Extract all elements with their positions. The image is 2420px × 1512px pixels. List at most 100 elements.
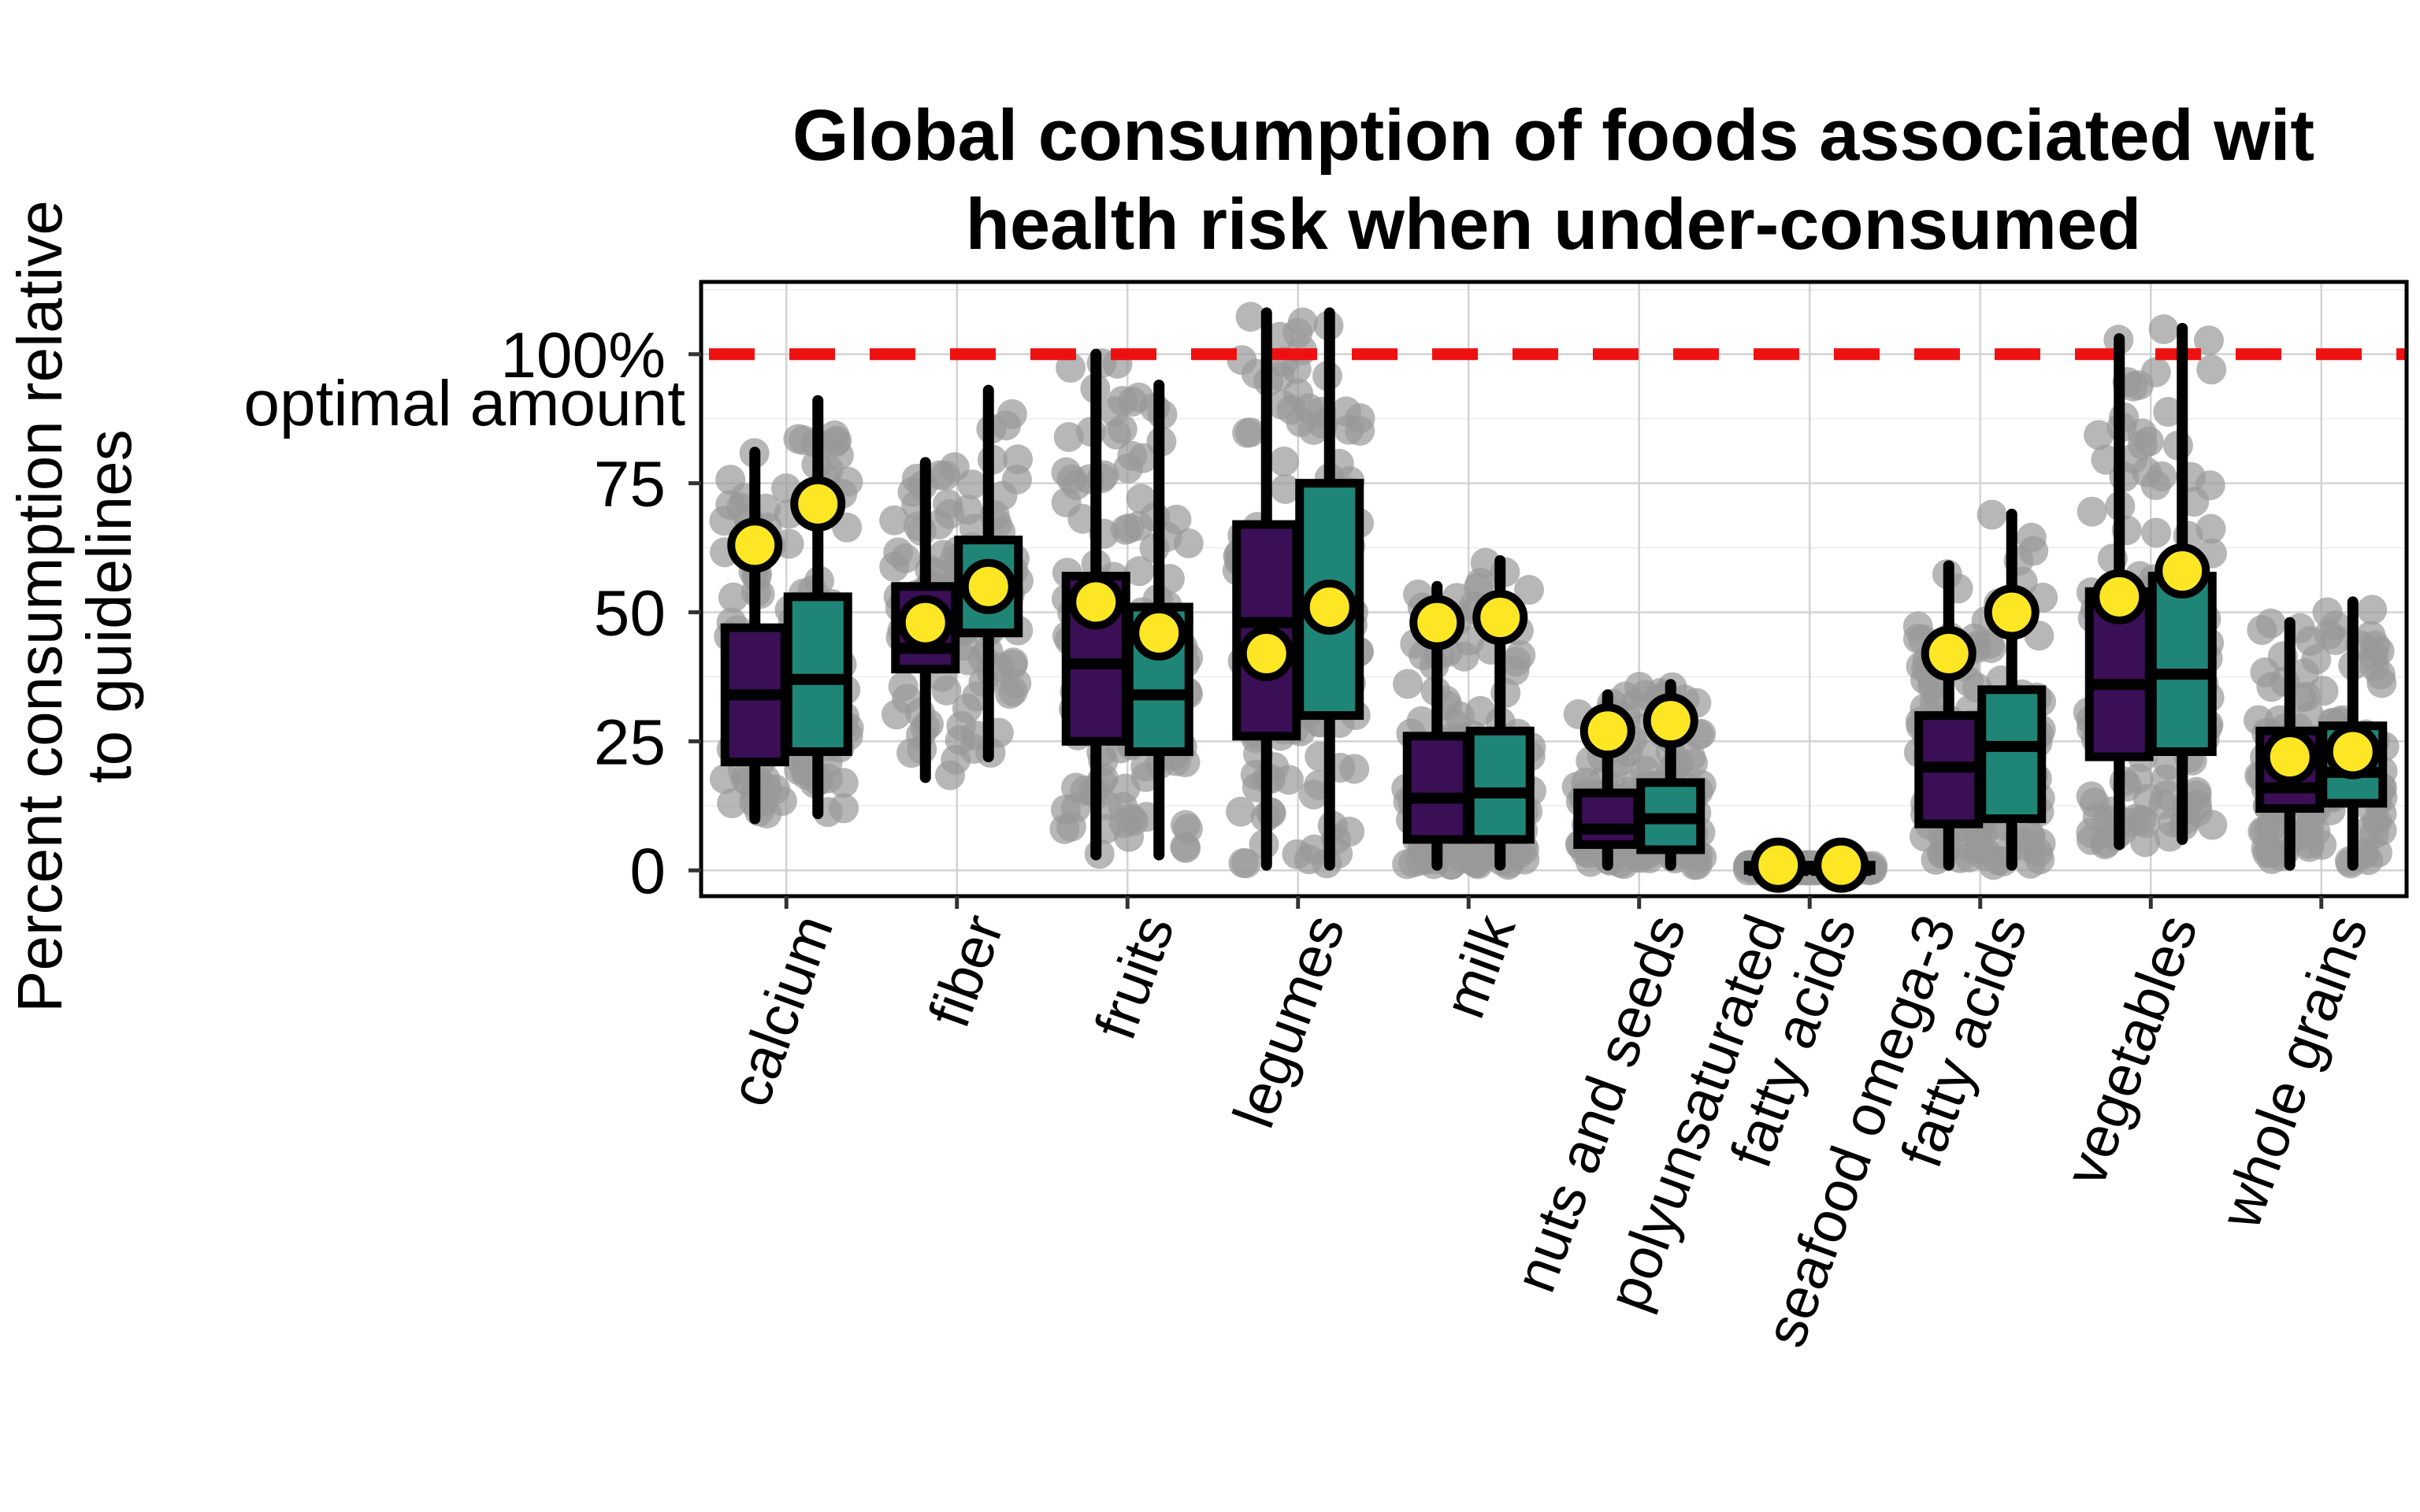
data-point bbox=[1270, 473, 1301, 504]
mean-marker bbox=[1409, 595, 1465, 650]
x-category-label: vegetables bbox=[2052, 906, 2210, 1194]
data-point bbox=[2247, 816, 2278, 847]
data-point bbox=[892, 684, 922, 714]
data-point bbox=[2091, 444, 2121, 475]
data-point bbox=[1114, 513, 1145, 543]
data-point bbox=[1226, 796, 1256, 827]
data-point bbox=[1053, 421, 1084, 452]
data-point bbox=[2023, 837, 2054, 868]
mean-marker bbox=[897, 595, 953, 650]
data-point bbox=[1123, 382, 1154, 413]
data-point bbox=[1397, 847, 1428, 878]
data-point bbox=[1056, 811, 1086, 842]
data-point bbox=[1268, 447, 1299, 477]
mean-marker bbox=[1750, 837, 1806, 893]
data-point bbox=[1393, 669, 1423, 699]
data-point bbox=[2140, 470, 2171, 501]
data-point bbox=[1287, 307, 1318, 338]
data-point bbox=[1235, 302, 1266, 332]
data-point bbox=[890, 543, 921, 574]
data-point bbox=[925, 460, 956, 491]
data-point bbox=[2127, 418, 2158, 449]
chart-title-line-2: health risk when under-consumed bbox=[966, 184, 2142, 265]
x-category-label: milk bbox=[1431, 906, 1527, 1026]
data-point bbox=[2148, 314, 2179, 345]
data-point bbox=[931, 675, 962, 706]
data-point bbox=[2301, 644, 2332, 675]
data-point bbox=[2140, 357, 2171, 387]
mean-marker bbox=[1131, 605, 1187, 661]
data-point bbox=[1124, 556, 1155, 587]
data-point bbox=[717, 788, 748, 819]
chart-title-line-1: Global consumption of foods associated w… bbox=[792, 95, 2314, 176]
y-axis-label-line-1: Percent consumption relative bbox=[5, 200, 75, 1013]
data-point bbox=[766, 786, 797, 817]
mean-marker bbox=[1813, 837, 1869, 893]
data-point bbox=[2141, 517, 2172, 548]
box-iqr bbox=[1977, 685, 2047, 824]
data-point bbox=[2077, 496, 2107, 527]
data-point bbox=[2084, 420, 2114, 450]
y-tick-label: 50 bbox=[594, 577, 666, 649]
data-point bbox=[2130, 827, 2161, 858]
data-point bbox=[1505, 640, 1536, 671]
data-point bbox=[1130, 762, 1161, 792]
data-point bbox=[1161, 504, 1192, 535]
x-category-label: calcium bbox=[716, 906, 845, 1114]
mean-marker bbox=[1984, 584, 2040, 640]
mean-marker bbox=[2325, 724, 2381, 780]
data-point bbox=[997, 649, 1028, 680]
box-layer bbox=[720, 307, 2388, 876]
data-point bbox=[2247, 615, 2277, 646]
data-point bbox=[2195, 513, 2226, 544]
data-point bbox=[820, 427, 851, 458]
mean-marker bbox=[960, 558, 1016, 614]
mean-marker bbox=[790, 476, 846, 532]
box-iqr bbox=[1402, 732, 1472, 844]
data-point bbox=[1001, 464, 1032, 495]
data-point bbox=[715, 465, 746, 495]
data-point bbox=[1170, 810, 1201, 840]
data-point bbox=[2197, 810, 2228, 840]
data-point bbox=[2196, 354, 2227, 385]
data-point bbox=[2016, 522, 2047, 553]
box-iqr bbox=[1573, 788, 1642, 849]
data-point bbox=[2153, 397, 2184, 428]
data-point bbox=[1331, 396, 1361, 427]
data-point bbox=[1115, 803, 1146, 834]
data-point bbox=[1128, 443, 1159, 473]
data-point bbox=[1101, 419, 1132, 450]
mean-marker bbox=[1579, 703, 1635, 759]
data-point bbox=[2118, 371, 2148, 402]
data-point bbox=[1514, 575, 1545, 606]
plot-panel-border bbox=[699, 280, 2409, 899]
data-point bbox=[1056, 353, 1086, 384]
y-tick-label: 25 bbox=[594, 706, 666, 778]
data-point bbox=[1235, 417, 1266, 448]
data-point bbox=[1051, 487, 1082, 518]
data-point bbox=[923, 510, 954, 540]
data-point bbox=[2308, 676, 2339, 706]
data-point bbox=[956, 469, 987, 500]
data-point bbox=[1461, 847, 1491, 878]
y-axis-label-line-2: to guidelines bbox=[74, 429, 144, 783]
data-point bbox=[783, 424, 814, 454]
x-category-label: fiber bbox=[916, 906, 1016, 1036]
data-point bbox=[1126, 484, 1156, 514]
y-tick-label: 0 bbox=[629, 836, 666, 907]
x-category-label: whole grains bbox=[2207, 906, 2380, 1237]
data-point bbox=[2307, 829, 2337, 860]
data-point bbox=[1976, 499, 2007, 530]
data-point bbox=[995, 679, 1026, 710]
data-point bbox=[1171, 832, 1201, 863]
data-point bbox=[718, 582, 748, 613]
mean-marker bbox=[1472, 590, 1528, 646]
data-point bbox=[997, 398, 1027, 429]
box-iqr bbox=[2147, 572, 2217, 756]
data-point bbox=[2314, 619, 2344, 650]
mean-marker bbox=[727, 517, 783, 573]
mean-marker bbox=[2155, 543, 2210, 599]
data-point bbox=[1435, 850, 1466, 880]
mean-marker bbox=[2262, 729, 2318, 785]
